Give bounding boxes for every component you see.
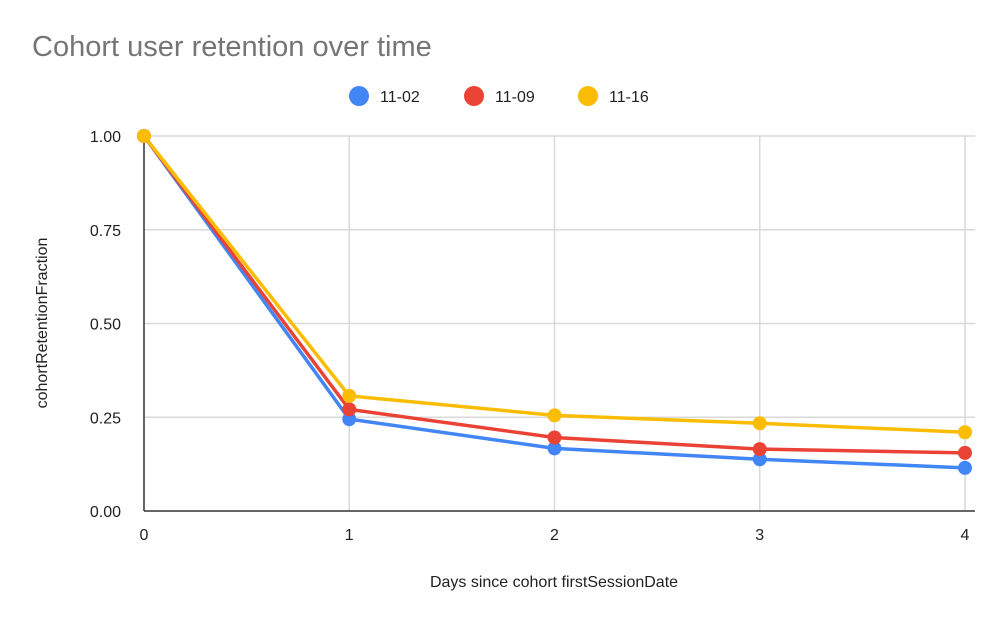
y-tick-label: 0.75	[90, 223, 121, 240]
x-tick-label: 4	[961, 527, 970, 544]
legend-label: 11-09	[495, 89, 535, 106]
data-point	[547, 441, 562, 456]
data-point	[547, 430, 562, 445]
x-tick-label: 1	[345, 527, 354, 544]
data-point	[752, 442, 767, 457]
gridlines	[144, 135, 975, 511]
x-axis-label: Days since cohort firstSessionDate	[430, 574, 678, 591]
data-point	[958, 425, 972, 440]
data-point	[547, 408, 562, 423]
series-group	[137, 129, 972, 475]
y-axis-label: cohortRetentionFraction	[34, 238, 51, 409]
data-point	[752, 452, 767, 467]
y-tick-label: 1.00	[90, 129, 121, 146]
x-tick-label: 0	[140, 527, 149, 544]
data-point	[958, 445, 972, 460]
x-tick-label: 2	[550, 527, 559, 544]
x-tick-label: 3	[755, 527, 764, 544]
y-tick-label: 0.00	[90, 504, 121, 521]
data-point	[342, 412, 357, 427]
legend: 11-02 11-09 11-16	[349, 86, 649, 106]
chart-title: Cohort user retention over time	[32, 31, 432, 63]
data-point	[137, 129, 151, 143]
legend-marker	[464, 86, 484, 106]
series-11-16	[137, 129, 972, 440]
data-point	[752, 416, 767, 431]
legend-label: 11-16	[609, 89, 649, 106]
legend-marker	[349, 86, 369, 106]
legend-label: 11-02	[380, 89, 420, 106]
data-point	[342, 388, 357, 403]
legend-marker	[578, 86, 598, 106]
data-point	[958, 460, 972, 475]
data-point	[342, 402, 357, 417]
y-tick-label: 0.25	[90, 410, 121, 427]
y-tick-label: 0.50	[90, 317, 121, 334]
axes: 0.00 0.25 0.50 0.75 1.00 0 1 2 3 4	[90, 129, 975, 544]
